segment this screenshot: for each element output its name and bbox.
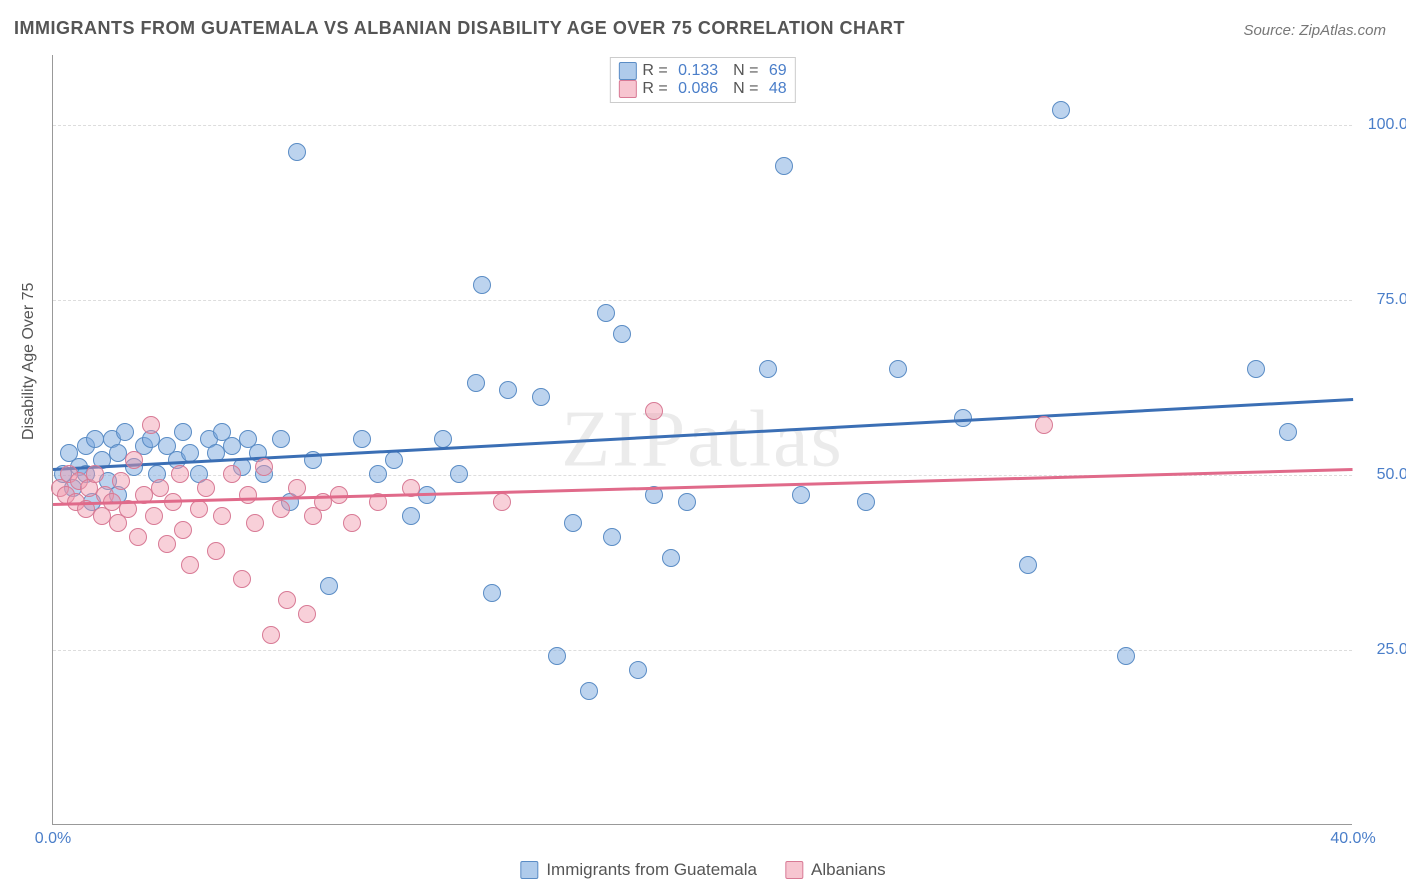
data-point bbox=[278, 591, 296, 609]
data-point bbox=[353, 430, 371, 448]
series-legend: Immigrants from Guatemala Albanians bbox=[520, 860, 885, 880]
data-point bbox=[142, 416, 160, 434]
data-point bbox=[174, 521, 192, 539]
data-point bbox=[213, 507, 231, 525]
data-point bbox=[483, 584, 501, 602]
legend-n-label: N = bbox=[724, 80, 763, 98]
gridline bbox=[53, 125, 1352, 126]
legend-swatch bbox=[618, 62, 636, 80]
legend-item: Immigrants from Guatemala bbox=[520, 860, 757, 880]
data-point bbox=[889, 360, 907, 378]
data-point bbox=[564, 514, 582, 532]
legend-n-label: N = bbox=[724, 62, 763, 80]
data-point bbox=[434, 430, 452, 448]
data-point bbox=[532, 388, 550, 406]
data-point bbox=[197, 479, 215, 497]
data-point bbox=[129, 528, 147, 546]
data-point bbox=[857, 493, 875, 511]
data-point bbox=[320, 577, 338, 595]
scatter-chart: ZIPatlas R = 0.133 N = 69R = 0.086 N = 4… bbox=[52, 55, 1352, 825]
data-point bbox=[499, 381, 517, 399]
data-point bbox=[262, 626, 280, 644]
data-point bbox=[467, 374, 485, 392]
data-point bbox=[645, 402, 663, 420]
data-point bbox=[580, 682, 598, 700]
y-tick-label: 75.0% bbox=[1362, 291, 1406, 309]
data-point bbox=[190, 500, 208, 518]
data-point bbox=[145, 507, 163, 525]
y-tick-label: 25.0% bbox=[1362, 641, 1406, 659]
y-tick-label: 100.0% bbox=[1362, 116, 1406, 134]
legend-n-value: 69 bbox=[769, 62, 787, 80]
data-point bbox=[207, 542, 225, 560]
data-point bbox=[369, 465, 387, 483]
data-point bbox=[1117, 647, 1135, 665]
data-point bbox=[548, 647, 566, 665]
data-point bbox=[678, 493, 696, 511]
gridline bbox=[53, 650, 1352, 651]
legend-item: Albanians bbox=[785, 860, 886, 880]
data-point bbox=[775, 157, 793, 175]
legend-label: Immigrants from Guatemala bbox=[546, 860, 757, 880]
data-point bbox=[385, 451, 403, 469]
data-point bbox=[629, 661, 647, 679]
x-tick-label: 40.0% bbox=[1330, 830, 1375, 848]
data-point bbox=[86, 465, 104, 483]
correlation-legend: R = 0.133 N = 69R = 0.086 N = 48 bbox=[609, 57, 795, 103]
x-tick-label: 0.0% bbox=[35, 830, 71, 848]
data-point bbox=[1247, 360, 1265, 378]
data-point bbox=[1279, 423, 1297, 441]
data-point bbox=[239, 486, 257, 504]
legend-n-value: 48 bbox=[769, 80, 787, 98]
data-point bbox=[288, 143, 306, 161]
data-point bbox=[272, 430, 290, 448]
legend-swatch bbox=[618, 80, 636, 98]
legend-swatch bbox=[785, 861, 803, 879]
data-point bbox=[233, 570, 251, 588]
data-point bbox=[181, 556, 199, 574]
data-point bbox=[125, 451, 143, 469]
data-point bbox=[272, 500, 290, 518]
data-point bbox=[597, 304, 615, 322]
legend-row: R = 0.086 N = 48 bbox=[618, 80, 786, 98]
data-point bbox=[223, 465, 241, 483]
source-label: Source: ZipAtlas.com bbox=[1243, 22, 1386, 39]
data-point bbox=[255, 458, 273, 476]
legend-r-label: R = bbox=[642, 62, 672, 80]
legend-r-value: 0.086 bbox=[678, 80, 718, 98]
data-point bbox=[298, 605, 316, 623]
data-point bbox=[174, 423, 192, 441]
data-point bbox=[759, 360, 777, 378]
legend-r-value: 0.133 bbox=[678, 62, 718, 80]
data-point bbox=[493, 493, 511, 511]
y-tick-label: 50.0% bbox=[1362, 466, 1406, 484]
data-point bbox=[116, 423, 134, 441]
chart-title: IMMIGRANTS FROM GUATEMALA VS ALBANIAN DI… bbox=[14, 18, 905, 39]
legend-swatch bbox=[520, 861, 538, 879]
data-point bbox=[246, 514, 264, 532]
data-point bbox=[1019, 556, 1037, 574]
data-point bbox=[613, 325, 631, 343]
data-point bbox=[473, 276, 491, 294]
data-point bbox=[603, 528, 621, 546]
data-point bbox=[171, 465, 189, 483]
data-point bbox=[288, 479, 306, 497]
data-point bbox=[158, 535, 176, 553]
legend-row: R = 0.133 N = 69 bbox=[618, 62, 786, 80]
data-point bbox=[343, 514, 361, 532]
gridline bbox=[53, 300, 1352, 301]
data-point bbox=[450, 465, 468, 483]
data-point bbox=[662, 549, 680, 567]
data-point bbox=[1052, 101, 1070, 119]
data-point bbox=[402, 507, 420, 525]
data-point bbox=[112, 472, 130, 490]
legend-r-label: R = bbox=[642, 80, 672, 98]
data-point bbox=[1035, 416, 1053, 434]
y-axis-label: Disability Age Over 75 bbox=[20, 283, 38, 440]
data-point bbox=[792, 486, 810, 504]
legend-label: Albanians bbox=[811, 860, 886, 880]
